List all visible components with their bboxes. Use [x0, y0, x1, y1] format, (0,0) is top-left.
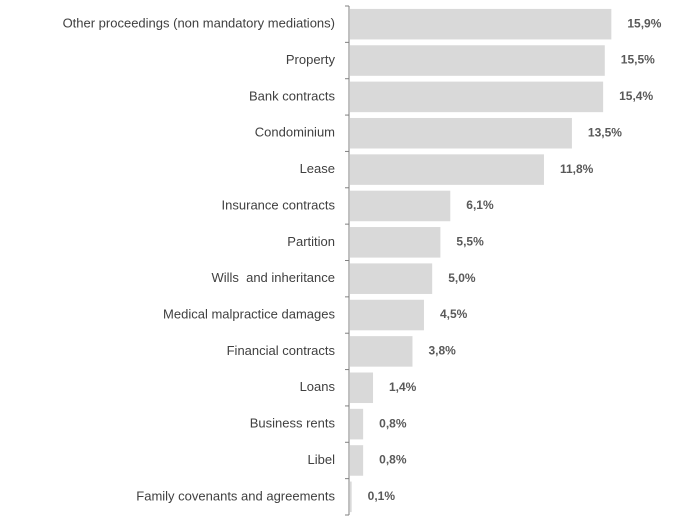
category-label: Financial contracts	[227, 343, 336, 358]
value-label: 3,8%	[428, 344, 456, 358]
value-label: 15,4%	[619, 89, 653, 103]
value-label: 11,8%	[560, 162, 594, 176]
category-label: Other proceedings (non mandatory mediati…	[63, 16, 335, 31]
bar	[350, 154, 544, 185]
category-label: Medical malpractice damages	[163, 306, 335, 321]
value-label: 1,4%	[389, 380, 417, 394]
category-label: Bank contracts	[249, 88, 335, 103]
category-label: Property	[286, 52, 336, 67]
value-label: 13,5%	[588, 125, 622, 139]
axis-ticks-group	[345, 5, 349, 516]
bar	[350, 81, 604, 113]
value-label: 0,1%	[368, 489, 396, 503]
category-label: Libel	[308, 452, 336, 467]
category-label: Family covenants and agreements	[136, 488, 335, 503]
bars-group	[350, 8, 612, 513]
bar	[350, 227, 441, 258]
value-labels-group: 15,9% 15,5% 15,4% 13,5% 11,8% 6,1% 5,5% 5,0% 4,5…	[368, 16, 662, 503]
bar	[350, 445, 364, 476]
bar	[350, 190, 451, 222]
value-label: 6,1%	[466, 198, 494, 212]
bar	[350, 336, 413, 367]
value-label: 4,5%	[440, 307, 468, 321]
value-label: 5,0%	[448, 271, 476, 285]
category-label: Wills and inheritance	[211, 270, 335, 285]
value-label: 0,8%	[379, 453, 407, 467]
category-labels-group: Other proceedings (non mandatory mediati…	[63, 16, 336, 504]
bar	[350, 117, 572, 149]
bar	[350, 481, 352, 513]
category-label: Business rents	[250, 416, 336, 431]
category-label: Condominium	[255, 125, 335, 140]
bar	[350, 263, 433, 294]
bar	[350, 299, 424, 331]
value-label: 5,5%	[456, 234, 484, 248]
bar	[350, 408, 364, 440]
bar	[350, 8, 612, 40]
value-label: 0,8%	[379, 416, 407, 430]
category-label: Partition	[287, 234, 335, 249]
category-label: Loans	[300, 379, 336, 394]
value-label: 15,9%	[627, 16, 661, 30]
category-label: Insurance contracts	[222, 197, 336, 212]
bar	[350, 45, 605, 76]
bar	[350, 372, 374, 404]
value-label: 15,5%	[621, 53, 655, 67]
category-label: Lease	[300, 161, 335, 176]
